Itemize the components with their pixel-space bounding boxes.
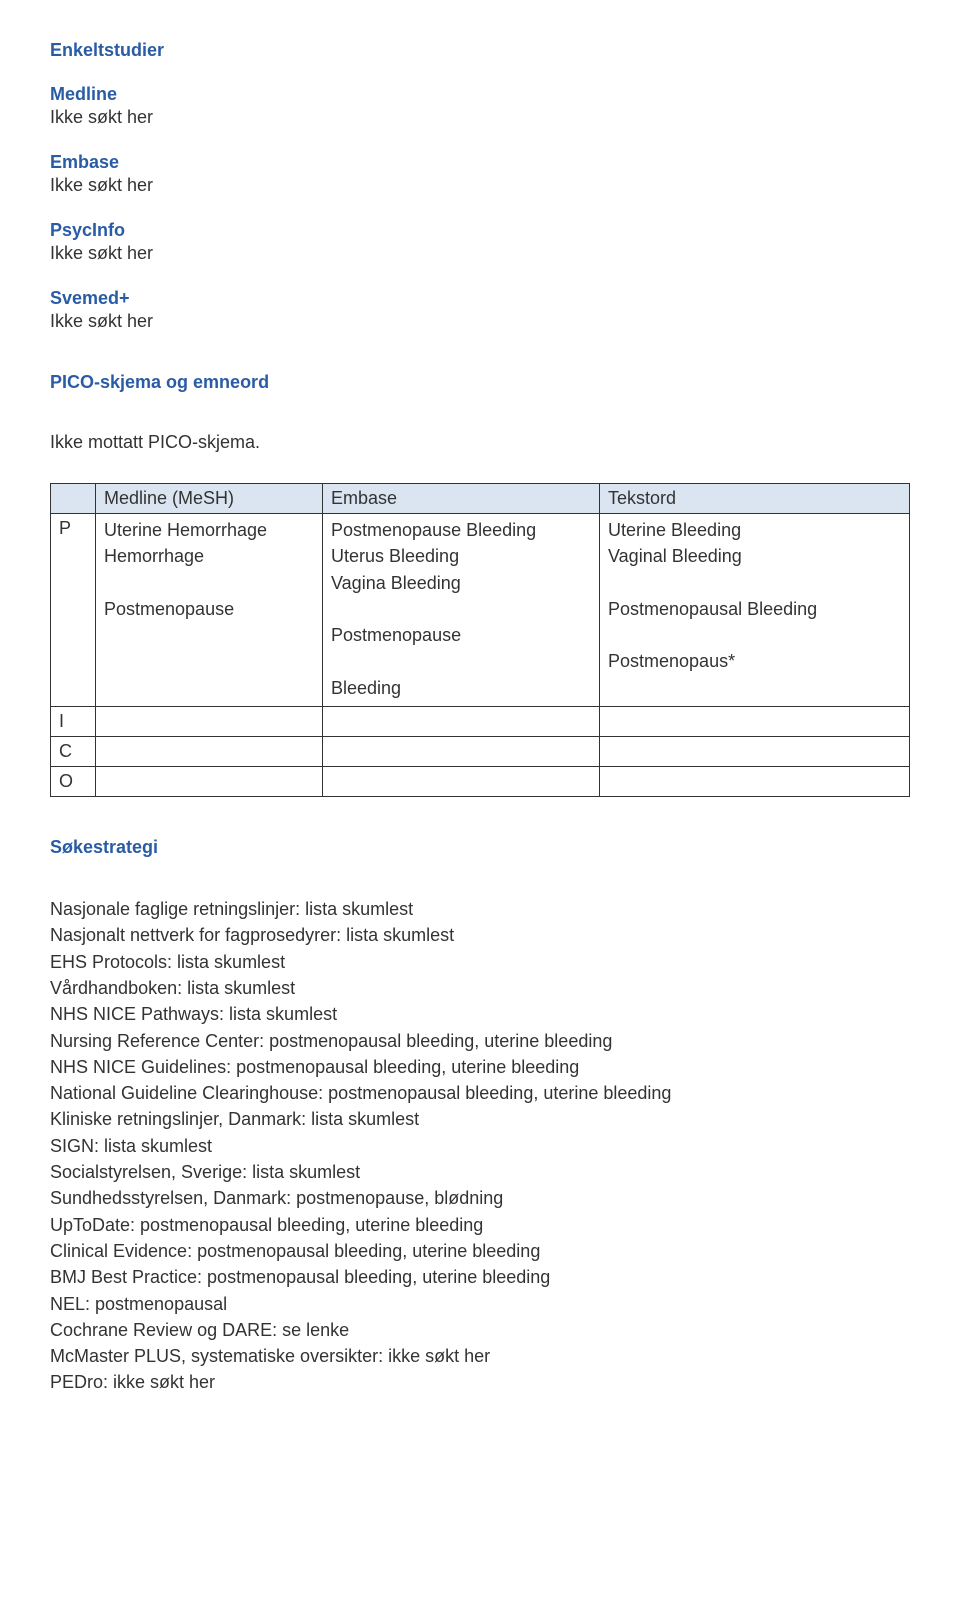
row-label: I [51,707,96,737]
cell-line: Postmenopausal Bleeding [608,597,901,621]
cell-line: Postmenopause [331,623,591,647]
strategy-line: UpToDate: postmenopausal bleeding, uteri… [50,1213,910,1237]
db-name-0: Medline [50,84,910,105]
cell-line: Postmenopause [104,597,314,621]
th-blank [51,484,96,514]
row-label: O [51,767,96,797]
cell-line: Vagina Bleeding [331,571,591,595]
cell-line: Vaginal Bleeding [608,544,901,568]
db-status-0: Ikke søkt her [50,107,910,128]
th-tekstord: Tekstord [600,484,910,514]
strategy-line: NEL: postmenopausal [50,1292,910,1316]
cell-medline [96,707,323,737]
strategy-line: Cochrane Review og DARE: se lenke [50,1318,910,1342]
cell-line: Uterine Bleeding [608,518,901,542]
cell-embase [323,707,600,737]
table-row: PUterine HemorrhageHemorrhage Postmenopa… [51,514,910,707]
strategy-line: McMaster PLUS, systematiske oversikter: … [50,1344,910,1368]
cell-medline [96,737,323,767]
table-row: I [51,707,910,737]
strategy-line: NHS NICE Guidelines: postmenopausal blee… [50,1055,910,1079]
strategy-line: Sundhedsstyrelsen, Danmark: postmenopaus… [50,1186,910,1210]
row-label: C [51,737,96,767]
strategy-line: Socialstyrelsen, Sverige: lista skumlest [50,1160,910,1184]
db-name-2: PsycInfo [50,220,910,241]
table-header-row: Medline (MeSH) Embase Tekstord [51,484,910,514]
row-label: P [51,514,96,707]
table-row: C [51,737,910,767]
strategy-line: Nasjonalt nettverk for fagprosedyrer: li… [50,923,910,947]
cell-medline [96,767,323,797]
strategy-heading: Søkestrategi [50,837,910,858]
cell-line: Uterine Hemorrhage [104,518,314,542]
cell-line [608,571,901,595]
heading-enkeltstudier: Enkeltstudier [50,40,910,61]
pico-heading: PICO-skjema og emneord [50,372,910,393]
db-name-1: Embase [50,152,910,173]
pico-note: Ikke mottatt PICO-skjema. [50,432,910,453]
strategy-line: Vårdhandboken: lista skumlest [50,976,910,1000]
db-name-3: Svemed+ [50,288,910,309]
cell-embase [323,737,600,767]
strategy-line: EHS Protocols: lista skumlest [50,950,910,974]
th-embase: Embase [323,484,600,514]
strategy-line: Nasjonale faglige retningslinjer: lista … [50,897,910,921]
strategy-line: PEDro: ikke søkt her [50,1370,910,1394]
cell-tekstord [600,767,910,797]
cell-tekstord [600,707,910,737]
th-medline: Medline (MeSH) [96,484,323,514]
cell-medline: Uterine HemorrhageHemorrhage Postmenopau… [96,514,323,707]
cell-line: Hemorrhage [104,544,314,568]
strategy-line: BMJ Best Practice: postmenopausal bleedi… [50,1265,910,1289]
pico-table: Medline (MeSH) Embase Tekstord PUterine … [50,483,910,797]
db-status-3: Ikke søkt her [50,311,910,332]
strategy-list: Nasjonale faglige retningslinjer: lista … [50,897,910,1395]
strategy-line: National Guideline Clearinghouse: postme… [50,1081,910,1105]
db-status-1: Ikke søkt her [50,175,910,196]
cell-embase [323,767,600,797]
cell-line [331,649,591,673]
cell-line [331,597,591,621]
cell-line [608,623,901,647]
db-status-2: Ikke søkt her [50,243,910,264]
table-row: O [51,767,910,797]
cell-line: Bleeding [331,676,591,700]
strategy-line: SIGN: lista skumlest [50,1134,910,1158]
cell-tekstord [600,737,910,767]
strategy-line: NHS NICE Pathways: lista skumlest [50,1002,910,1026]
cell-line: Uterus Bleeding [331,544,591,568]
cell-line [104,571,314,595]
cell-embase: Postmenopause BleedingUterus BleedingVag… [323,514,600,707]
strategy-line: Clinical Evidence: postmenopausal bleedi… [50,1239,910,1263]
cell-tekstord: Uterine BleedingVaginal Bleeding Postmen… [600,514,910,707]
strategy-line: Nursing Reference Center: postmenopausal… [50,1029,910,1053]
cell-line: Postmenopause Bleeding [331,518,591,542]
strategy-line: Kliniske retningslinjer, Danmark: lista … [50,1107,910,1131]
cell-line: Postmenopaus* [608,649,901,673]
